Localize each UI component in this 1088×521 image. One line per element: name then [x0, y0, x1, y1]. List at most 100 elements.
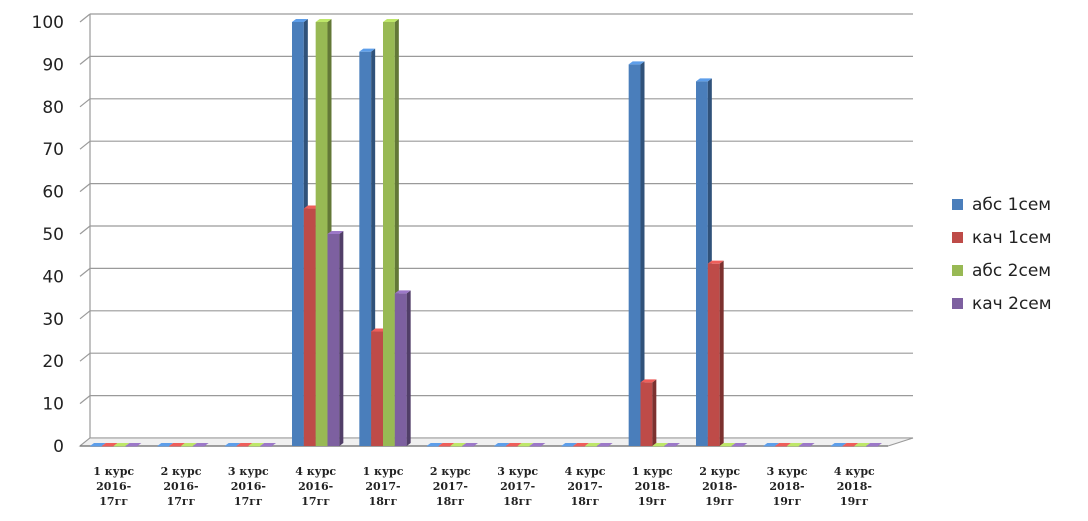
- bar-top: [854, 443, 871, 446]
- x-tick-label: 2 курс 2017-18гг: [430, 465, 471, 508]
- grid-lines: [79, 13, 913, 447]
- gridline-side: [79, 267, 91, 277]
- bar: [707, 260, 724, 446]
- bar-front: [573, 446, 585, 447]
- bar-front: [125, 446, 138, 447]
- x-tick-label: 4 курс 2017-18гг: [565, 465, 606, 508]
- bar-top: [494, 443, 510, 446]
- bar: [664, 443, 680, 447]
- bar-front: [707, 263, 720, 446]
- bar-front: [101, 446, 114, 447]
- bar: [248, 443, 265, 447]
- bar-top: [585, 443, 601, 446]
- bar: [505, 443, 522, 447]
- bar-front: [248, 446, 261, 447]
- bar: [90, 443, 106, 447]
- bar-top: [529, 443, 546, 446]
- bar-front: [192, 446, 205, 447]
- bar-front: [842, 446, 855, 447]
- bar: [842, 443, 859, 447]
- bar: [775, 443, 791, 447]
- bar: [260, 443, 276, 447]
- bar-front: [529, 446, 542, 447]
- bar: [585, 443, 601, 447]
- legend-label: кач 2сем: [972, 294, 1052, 314]
- bar-side: [719, 260, 724, 446]
- gridline-side: [79, 98, 91, 108]
- bar-front: [664, 446, 676, 447]
- bar: [596, 443, 613, 447]
- bar-front: [359, 51, 372, 447]
- bar-top: [707, 260, 724, 264]
- bar-top: [125, 443, 142, 446]
- y-tick-label: 80: [42, 98, 64, 118]
- bar-top: [248, 443, 265, 446]
- legend-label: абс 2сем: [972, 261, 1051, 281]
- bar: [101, 443, 118, 447]
- bar: [157, 443, 174, 447]
- y-tick-label: 70: [42, 140, 64, 160]
- bar-front: [90, 446, 102, 447]
- bar-front: [394, 293, 407, 446]
- bar-top: [157, 443, 174, 446]
- bar: [494, 443, 510, 447]
- bar-top: [561, 443, 578, 446]
- bar-front: [628, 64, 641, 447]
- bar: [236, 443, 253, 447]
- legend-swatch: [952, 265, 963, 276]
- legend-swatch: [952, 199, 963, 210]
- bar-top: [517, 443, 534, 446]
- bar-top: [731, 443, 748, 446]
- bar: [798, 443, 815, 447]
- y-tick-label: 20: [42, 352, 64, 372]
- gridline-side: [79, 140, 91, 150]
- bar-front: [787, 446, 799, 447]
- bar-front: [450, 446, 463, 447]
- bar-front: [181, 446, 193, 447]
- bar-front: [494, 446, 506, 447]
- bar-front: [798, 446, 811, 447]
- bar: [787, 443, 803, 447]
- bar-top: [113, 443, 130, 446]
- bar-side: [339, 231, 344, 446]
- bar-top: [394, 290, 411, 294]
- bar-front: [763, 446, 776, 447]
- legend-item: кач 1сем: [952, 228, 1052, 248]
- bar-top: [830, 443, 847, 446]
- bar-front: [157, 446, 170, 447]
- bar-top: [628, 61, 645, 65]
- gridline-side: [79, 395, 91, 405]
- x-tick-label: 4 курс 2016-17гг: [295, 465, 336, 508]
- y-tick-label: 50: [42, 225, 64, 245]
- bar-top: [315, 19, 332, 22]
- x-axis-ticks: 1 курс 2016-17гг 2 курс 2016-17гг 3 курс 2016…: [93, 465, 875, 508]
- y-tick-label: 60: [42, 183, 64, 203]
- y-tick-label: 10: [42, 395, 64, 415]
- bar-top: [169, 443, 185, 446]
- bar-front: [775, 446, 787, 447]
- bar-top: [763, 443, 780, 446]
- x-tick-label: 4 курс 2018-19гг: [834, 465, 875, 508]
- bar-top: [596, 443, 613, 446]
- bar: [719, 443, 736, 447]
- bar-top: [842, 443, 859, 446]
- bar: [394, 290, 411, 446]
- x-tick-label: 2 курс 2016-17гг: [161, 465, 202, 508]
- y-tick-label: 100: [32, 13, 64, 33]
- legend-item: абс 1сем: [952, 195, 1051, 215]
- y-tick-label: 30: [42, 310, 64, 330]
- bar: [628, 61, 645, 447]
- gridline-side: [79, 352, 91, 362]
- bar-top: [696, 78, 712, 82]
- bar: [181, 443, 197, 447]
- bar-top: [327, 231, 344, 234]
- bar-front: [866, 446, 878, 447]
- bar-top: [450, 443, 467, 446]
- gridline-side: [79, 310, 91, 320]
- bar-top: [260, 443, 276, 446]
- bar: [192, 443, 209, 447]
- x-tick-label: 1 курс 2017-18гг: [363, 465, 404, 508]
- bar: [517, 443, 534, 447]
